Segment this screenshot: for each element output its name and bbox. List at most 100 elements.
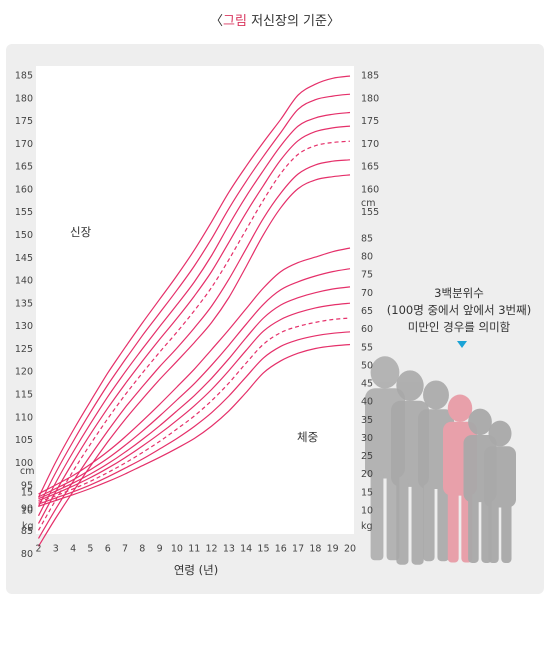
age-tick-label: 8 [139,544,145,555]
height-tick-label: 95 [21,481,33,492]
height-tick-label: 130 [15,321,33,332]
title-bracket: 〈 [210,14,224,29]
weight-right-tick-label: 60 [361,324,373,335]
weight-right-tick-label: 85 [361,233,373,244]
note-line-3: 미만인 경우를 의미함 [407,320,511,334]
note-line-1: 3백분위수 [434,286,484,300]
weight-right-tick-label: 55 [361,342,373,353]
weight-percentile-curve-7 [38,343,351,507]
height-tick-label: 170 [15,139,33,150]
age-tick-label: 19 [327,544,339,555]
height-tick-label: 140 [15,276,33,287]
age-tick-label: 13 [223,544,235,555]
height-label: 신장 [70,225,92,239]
height-tick-label: 110 [15,412,33,423]
weight-right-tick-label: 15 [361,487,373,498]
age-tick-label: 2 [35,544,41,555]
age-tick-label: 9 [157,544,163,555]
figure-title: 〈그림 저신장의 기준〉 [0,10,550,29]
height-percentile-curve-2 [37,93,351,507]
weight-percentile-curve-1 [38,247,351,495]
age-tick-label: 4 [70,544,76,555]
children-silhouettes [365,356,516,565]
percentile-note: 3백분위수 (100명 중에서 앞에서 3번째) 미만인 경우를 의미함 [384,285,534,336]
height-right-tick-label: 180 [361,93,379,104]
weight-percentile-curve-2 [38,268,351,498]
weight-right-tick-label: 20 [361,469,373,480]
right-kg-unit: kg [361,521,373,532]
age-tick-label: 16 [275,544,287,555]
height-tick-label: 180 [15,93,33,104]
height-tick-label: 135 [15,298,33,309]
height-tick-label: 175 [15,116,33,127]
weight-tick-label: 15 [21,487,33,498]
height-tick-label: 160 [15,184,33,195]
age-tick-label: 5 [87,544,93,555]
title-text: 저신장의 기준〉 [246,14,340,29]
age-tick-label: 20 [344,544,356,555]
height-right-tick-label: 160 [361,184,379,195]
weight-percentile-curve-5 [38,317,351,503]
height-tick-label: 120 [15,367,33,378]
age-tick-label: 17 [292,544,304,555]
right-cm-unit: cm [361,198,375,209]
age-tick-label: 10 [171,544,183,555]
age-tick-label: 14 [240,544,252,555]
height-percentile-curve-4 [37,125,351,524]
age-tick-label: 18 [309,544,321,555]
weight-right-tick-label: 75 [361,270,373,281]
weight-right-tick-label: 70 [361,288,373,299]
weight-right-tick-label: 25 [361,451,373,462]
height-tick-label: 155 [15,207,33,218]
height-right-tick-label: 170 [361,139,379,150]
weight-percentile-curve-4 [38,302,351,502]
left-cm-unit: cm [20,466,34,477]
height-tick-label: 165 [15,162,33,173]
height-tick-label: 115 [15,389,33,400]
age-tick-label: 15 [257,544,269,555]
height-tick-label: 185 [15,71,33,82]
weight-right-tick-label: 65 [361,306,373,317]
age-tick-label: 12 [206,544,218,555]
left-kg-unit: kg [22,521,34,532]
weight-right-tick-label: 30 [361,433,373,444]
weight-right-tick-label: 80 [361,252,373,263]
title-highlight: 그림 [223,14,247,29]
x-axis-label: 연령 (년) [174,563,218,577]
down-triangle-icon [457,341,467,348]
plot-area [36,66,354,534]
weight-right-tick-label: 35 [361,415,373,426]
height-tick-label: 100 [15,458,33,469]
height-percentile-curve-5 [37,140,351,531]
age-tick-label: 3 [53,544,59,555]
weight-tick-label: 10 [21,506,33,517]
weight-right-tick-label: 50 [361,360,373,371]
height-percentile-curve-6 [37,159,351,539]
weight-right-tick-label: 10 [361,506,373,517]
weight-percentile-curve-6 [38,331,351,505]
height-right-tick-label: 165 [361,162,379,173]
height-right-tick-label: 175 [361,116,379,127]
height-tick-label: 90 [21,503,33,514]
height-percentile-curve-7 [37,174,351,547]
height-percentile-curve-3 [37,111,351,517]
height-tick-label: 85 [21,526,33,537]
weight-label: 체중 [297,430,318,444]
weight-percentile-curve-3 [38,286,351,500]
weight-right-tick-label: 45 [361,379,373,390]
age-tick-label: 7 [122,544,128,555]
age-tick-label: 11 [188,544,200,555]
note-line-2: (100명 중에서 앞에서 3번째) [386,303,532,317]
height-tick-label: 80 [21,549,33,560]
height-tick-label: 125 [15,344,33,355]
height-right-tick-label: 185 [361,71,379,82]
age-tick-label: 6 [105,544,111,555]
height-tick-label: 150 [15,230,33,241]
child-silhouette-6 [484,420,516,563]
height-percentile-curve-1 [37,75,351,498]
weight-right-tick-label: 40 [361,397,373,408]
height-right-tick-label: 155 [361,207,379,218]
height-tick-label: 145 [15,253,33,264]
height-tick-label: 105 [15,435,33,446]
